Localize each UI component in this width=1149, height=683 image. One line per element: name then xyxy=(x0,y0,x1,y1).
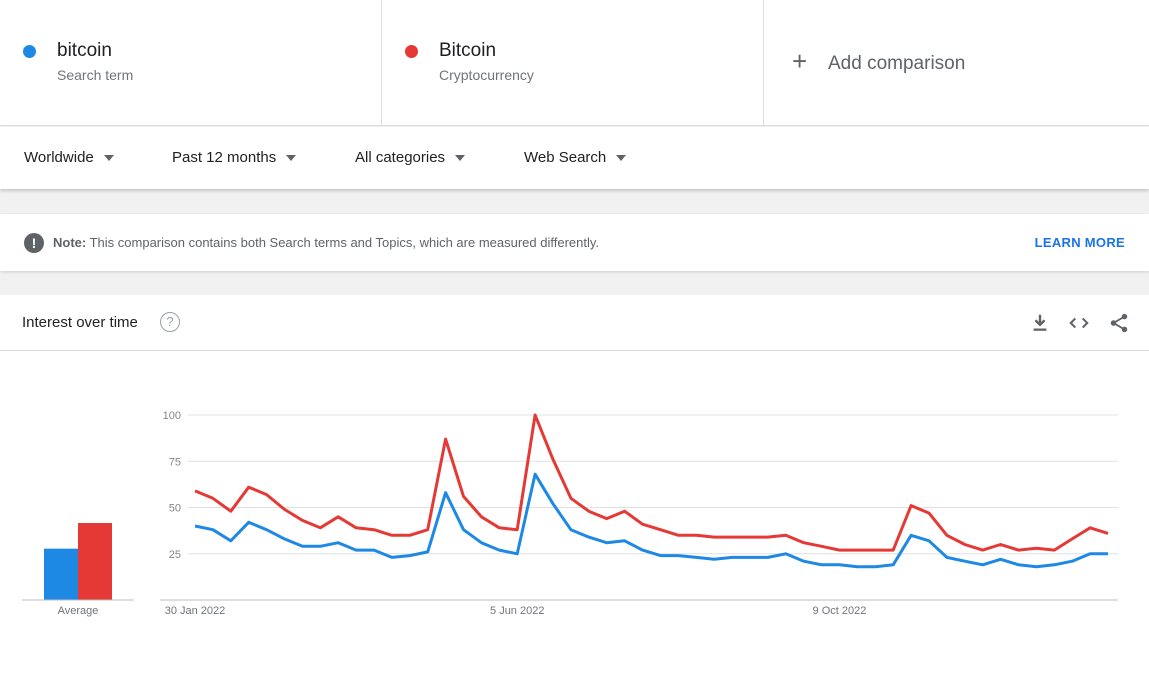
note-bold: Note: xyxy=(53,235,87,250)
info-icon: ! xyxy=(24,233,44,253)
note-message: This comparison contains both Search ter… xyxy=(89,235,600,250)
share-icon[interactable] xyxy=(1108,312,1130,334)
note-text: Note: This comparison contains both Sear… xyxy=(53,235,599,250)
category-dropdown[interactable]: All categories xyxy=(355,149,466,166)
time-range-dropdown[interactable]: Past 12 months xyxy=(172,149,297,166)
series-color-dot xyxy=(23,45,36,58)
caret-down-icon xyxy=(455,154,466,161)
y-tick-label: 25 xyxy=(169,549,181,561)
x-axis-labels: 30 Jan 2022 5 Jun 2022 9 Oct 2022 xyxy=(165,605,867,617)
region-label: Worldwide xyxy=(24,149,94,166)
learn-more-link[interactable]: LEARN MORE xyxy=(1034,235,1125,250)
average-label: Average xyxy=(58,605,99,617)
chart-lines xyxy=(194,413,1109,569)
help-icon[interactable]: ? xyxy=(160,312,180,332)
series-line-1[interactable] xyxy=(194,413,1109,552)
term-card-bitcoin-topic[interactable]: Bitcoin Cryptocurrency xyxy=(382,0,764,126)
series-color-dot xyxy=(405,45,418,58)
average-bar-0[interactable] xyxy=(44,548,78,600)
add-comparison-button[interactable]: + Add comparison xyxy=(764,0,1149,125)
term-name: Bitcoin xyxy=(439,40,497,61)
plus-icon: + xyxy=(792,46,808,76)
interest-chart: Average 25 50 75 100 30 Jan 2022 5 Jun 2022 9… xyxy=(22,410,1118,617)
chart-grid: 25 50 75 100 xyxy=(160,410,1118,601)
average-bar-1[interactable] xyxy=(78,523,112,600)
category-label: All categories xyxy=(355,149,446,166)
x-tick-label: 30 Jan 2022 xyxy=(165,605,226,617)
search-type-dropdown[interactable]: Web Search xyxy=(524,149,627,166)
card-header: Interest over time ? xyxy=(0,295,1149,351)
filter-bar: Worldwide Past 12 months All categories … xyxy=(0,127,1149,189)
note-banner: ! Note: This comparison contains both Se… xyxy=(0,214,1149,271)
add-comparison-label: Add comparison xyxy=(828,53,966,74)
download-icon[interactable] xyxy=(1029,312,1051,334)
y-tick-label: 50 xyxy=(169,503,181,515)
embed-icon[interactable] xyxy=(1068,312,1090,334)
term-type: Cryptocurrency xyxy=(439,67,534,83)
series-line-0[interactable] xyxy=(194,472,1108,569)
caret-down-icon xyxy=(286,154,297,161)
term-name: bitcoin xyxy=(57,40,112,61)
region-dropdown[interactable]: Worldwide xyxy=(24,149,114,166)
card-title: Interest over time xyxy=(22,314,138,331)
term-type: Search term xyxy=(57,67,134,83)
y-tick-label: 100 xyxy=(163,410,181,422)
x-tick-label: 9 Oct 2022 xyxy=(813,605,867,617)
term-card-bitcoin-search[interactable]: bitcoin Search term xyxy=(0,0,382,126)
y-tick-label: 75 xyxy=(169,456,181,468)
time-range-label: Past 12 months xyxy=(172,149,277,166)
search-type-label: Web Search xyxy=(524,149,607,166)
comparison-bar: bitcoin Search term Bitcoin Cryptocurren… xyxy=(0,0,1149,126)
caret-down-icon xyxy=(616,154,627,161)
interest-over-time-card: Interest over time ? Average 25 50 75 100 3… xyxy=(0,295,1149,683)
caret-down-icon xyxy=(103,154,114,161)
average-chart: Average xyxy=(22,523,134,617)
x-tick-label: 5 Jun 2022 xyxy=(490,605,544,617)
